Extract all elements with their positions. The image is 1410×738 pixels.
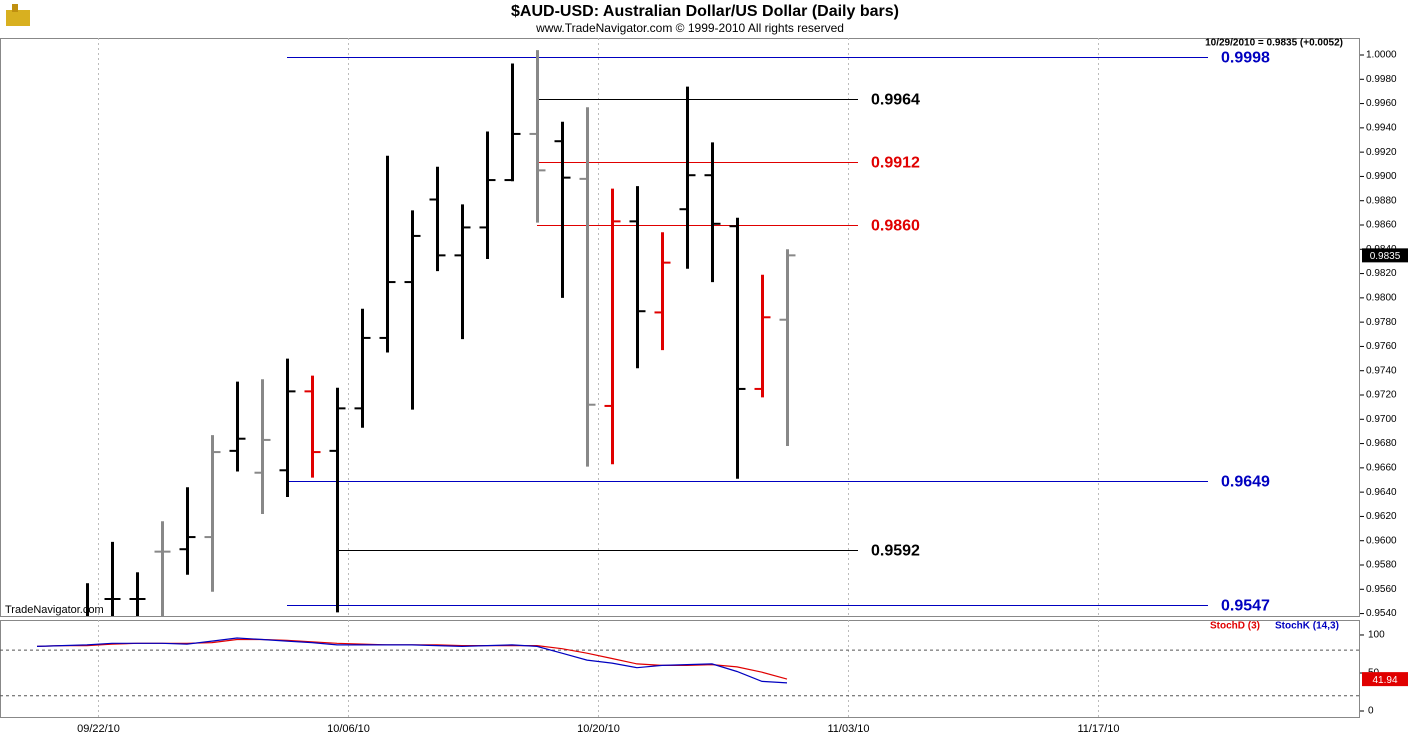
y-tick-label: 0.9980 (1366, 74, 1397, 85)
y-tick-label: 0.9540 (1366, 608, 1397, 619)
x-tick-label: 10/06/10 (327, 723, 370, 735)
y-tick-label: 0.9700 (1366, 414, 1397, 425)
y-tick-label: 0.9580 (1366, 560, 1397, 571)
y-tick-label: 0.9600 (1366, 535, 1397, 546)
y-tick-label: 0.9900 (1366, 171, 1397, 182)
y-tick-label: 0.9720 (1366, 390, 1397, 401)
level-label: 0.9998 (1221, 50, 1270, 67)
legend-label: StochD (3) (1210, 621, 1260, 632)
y-tick-label: 0.9680 (1366, 438, 1397, 449)
last-value-box (1362, 672, 1408, 687)
x-tick-label: 10/20/10 (577, 723, 620, 735)
y-tick-label: 0.9860 (1366, 220, 1397, 231)
y-tick-label: 0.9940 (1366, 122, 1397, 133)
y-tick-label: 0.9640 (1366, 487, 1397, 498)
legend-label: StochK (14,3) (1275, 621, 1339, 632)
y-tick-label: 1.0000 (1366, 50, 1397, 61)
y-tick-label: 0.9880 (1366, 195, 1397, 206)
info-label: 10/29/2010 = 0.9835 (+0.0052) (1205, 38, 1343, 49)
main-panel (0, 38, 1360, 617)
stoch-plot (0, 620, 1360, 718)
y-tick-label: 0.9560 (1366, 584, 1397, 595)
y-tick-label: 0.9800 (1366, 292, 1397, 303)
y-tick-label: 0.9960 (1366, 98, 1397, 109)
level-label: 0.9964 (871, 92, 920, 109)
main-plot (86, 38, 1208, 616)
logo (6, 4, 30, 26)
y-tick-label: 0.9740 (1366, 365, 1397, 376)
last-price-box (1362, 248, 1408, 263)
y-tick-label: 0.9780 (1366, 317, 1397, 328)
x-tick-label: 11/03/10 (827, 723, 869, 735)
level-label: 0.9912 (871, 155, 920, 172)
level-label: 0.9860 (871, 218, 920, 235)
stoch-panel (0, 620, 1360, 718)
x-tick-label: 11/17/10 (1077, 723, 1119, 735)
level-label: 0.9547 (1221, 598, 1270, 615)
last-price-label: 0.9835 (1370, 251, 1401, 262)
stoch-line (36, 637, 788, 684)
level-label: 0.9649 (1221, 474, 1270, 491)
watermark: TradeNavigator.com (5, 604, 104, 616)
y-tick-label: 0 (1368, 706, 1374, 717)
y-tick-label: 0.9820 (1366, 268, 1397, 279)
y-tick-label: 0.9760 (1366, 341, 1397, 352)
last-value-label: 41.94 (1372, 675, 1397, 686)
y-tick-label: 0.9660 (1366, 462, 1397, 473)
y-tick-label: 0.9620 (1366, 511, 1397, 522)
chart-title: $AUD-USD: Australian Dollar/US Dollar (D… (511, 3, 899, 20)
y-tick-label: 0.9920 (1366, 147, 1397, 158)
y-tick-label: 100 (1368, 630, 1385, 641)
x-tick-label: 09/22/10 (77, 723, 120, 735)
level-label: 0.9592 (871, 543, 920, 560)
chart-subtitle: www.TradeNavigator.com © 1999-2010 All r… (535, 21, 844, 35)
